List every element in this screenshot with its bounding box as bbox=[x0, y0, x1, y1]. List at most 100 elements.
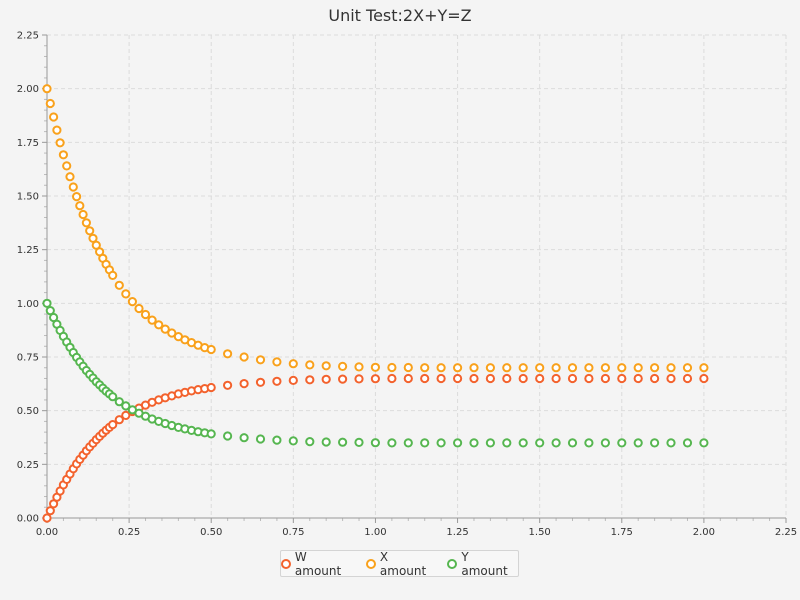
data-point-series-1 bbox=[45, 98, 55, 109]
y-tick-label: 0.75 bbox=[17, 353, 39, 364]
legend: W amount X amount Y amount bbox=[280, 550, 519, 578]
data-point-series-0 bbox=[338, 374, 348, 384]
data-point-series-2 bbox=[518, 438, 528, 448]
data-point-series-0 bbox=[617, 373, 627, 384]
y-tick-label: 0.50 bbox=[17, 406, 39, 417]
data-point-series-1 bbox=[65, 172, 75, 182]
data-point-series-1 bbox=[420, 363, 430, 373]
data-point-series-2 bbox=[682, 438, 693, 448]
legend-item-w[interactable]: W amount bbox=[281, 550, 356, 578]
x-tick-label: 1.25 bbox=[446, 527, 468, 538]
data-point-series-1 bbox=[469, 363, 479, 373]
data-point-series-2 bbox=[272, 435, 282, 445]
data-point-series-1 bbox=[370, 362, 380, 372]
data-point-series-2 bbox=[223, 431, 233, 441]
data-point-series-1 bbox=[666, 363, 676, 373]
data-point-series-1 bbox=[633, 363, 643, 373]
data-point-series-1 bbox=[682, 363, 693, 373]
data-point-series-0 bbox=[354, 374, 364, 384]
data-point-series-0 bbox=[255, 377, 266, 387]
y-tick-label: 0.25 bbox=[17, 460, 39, 471]
chart-title: Unit Test:2X+Y=Z bbox=[328, 6, 471, 25]
data-point-series-0 bbox=[518, 373, 528, 384]
data-point-series-2 bbox=[436, 438, 446, 448]
legend-label-y: Y amount bbox=[461, 549, 508, 578]
data-point-series-0 bbox=[305, 375, 315, 385]
x-tick-label: 1.00 bbox=[364, 527, 386, 538]
data-point-series-1 bbox=[321, 361, 331, 371]
data-point-series-1 bbox=[255, 355, 266, 365]
grid-layer bbox=[47, 34, 787, 518]
data-point-series-2 bbox=[114, 397, 124, 407]
data-point-series-2 bbox=[567, 438, 578, 448]
x-tick-label: 0.75 bbox=[282, 527, 304, 538]
data-point-series-2 bbox=[206, 429, 216, 439]
data-point-series-0 bbox=[45, 506, 55, 516]
data-point-series-1 bbox=[58, 150, 69, 160]
data-point-series-1 bbox=[147, 315, 157, 325]
data-point-series-1 bbox=[600, 363, 611, 373]
data-point-series-1 bbox=[154, 320, 164, 330]
data-point-series-0 bbox=[502, 373, 512, 384]
data-point-series-1 bbox=[134, 303, 144, 314]
y-tick-label: 1.25 bbox=[17, 245, 39, 256]
data-point-series-2 bbox=[584, 438, 594, 448]
data-point-series-1 bbox=[75, 201, 85, 211]
data-point-series-2 bbox=[666, 438, 676, 448]
y-tick-label: 2.00 bbox=[17, 84, 39, 95]
data-point-series-1 bbox=[288, 359, 298, 369]
x-tick-label: 0.50 bbox=[200, 527, 222, 538]
data-point-series-0 bbox=[42, 513, 52, 523]
data-point-series-1 bbox=[52, 125, 62, 135]
data-point-series-0 bbox=[403, 373, 413, 384]
y-marker-icon bbox=[447, 558, 458, 569]
data-point-series-0 bbox=[223, 380, 233, 390]
data-point-series-2 bbox=[469, 438, 479, 448]
data-point-series-1 bbox=[535, 363, 545, 373]
data-point-series-1 bbox=[68, 182, 78, 192]
data-point-series-2 bbox=[305, 437, 315, 447]
data-point-series-0 bbox=[288, 375, 298, 385]
data-point-series-0 bbox=[469, 373, 479, 384]
data-point-series-2 bbox=[600, 438, 611, 448]
data-point-series-1 bbox=[617, 363, 627, 373]
data-point-series-1 bbox=[354, 362, 364, 372]
y-tick-label: 0.00 bbox=[17, 514, 39, 525]
data-point-series-1 bbox=[49, 112, 59, 122]
data-point-series-0 bbox=[239, 379, 249, 389]
data-point-series-0 bbox=[650, 373, 660, 384]
data-point-series-1 bbox=[55, 138, 65, 148]
x-tick-label: 2.00 bbox=[693, 527, 715, 538]
data-point-series-0 bbox=[114, 415, 124, 425]
data-point-series-2 bbox=[370, 438, 380, 448]
data-point-series-0 bbox=[485, 373, 495, 384]
data-point-series-2 bbox=[403, 438, 413, 448]
data-point-series-0 bbox=[551, 373, 561, 384]
data-point-series-2 bbox=[617, 438, 627, 448]
legend-item-x[interactable]: X amount bbox=[366, 550, 437, 578]
data-point-series-1 bbox=[127, 297, 137, 307]
data-point-series-0 bbox=[420, 373, 430, 384]
data-point-series-1 bbox=[121, 289, 131, 299]
data-point-series-0 bbox=[272, 376, 282, 386]
x-tick-label: 1.50 bbox=[529, 527, 551, 538]
y-tick-label: 2.25 bbox=[17, 31, 39, 42]
x-tick-label: 0.00 bbox=[36, 527, 58, 538]
data-point-series-1 bbox=[453, 363, 463, 373]
data-point-series-0 bbox=[121, 410, 131, 420]
data-point-series-1 bbox=[167, 328, 177, 338]
data-point-series-1 bbox=[108, 270, 118, 280]
data-point-series-2 bbox=[650, 438, 660, 448]
data-point-series-2 bbox=[420, 438, 430, 448]
data-point-series-1 bbox=[518, 363, 528, 373]
points-layer bbox=[42, 84, 709, 523]
x-tick-label: 1.75 bbox=[611, 527, 633, 538]
legend-label-x: X amount bbox=[379, 549, 427, 578]
data-point-series-2 bbox=[108, 392, 118, 402]
legend-item-y[interactable]: Y amount bbox=[447, 550, 518, 578]
data-point-series-1 bbox=[387, 362, 397, 373]
data-point-series-1 bbox=[160, 324, 170, 334]
data-point-series-1 bbox=[78, 209, 88, 220]
